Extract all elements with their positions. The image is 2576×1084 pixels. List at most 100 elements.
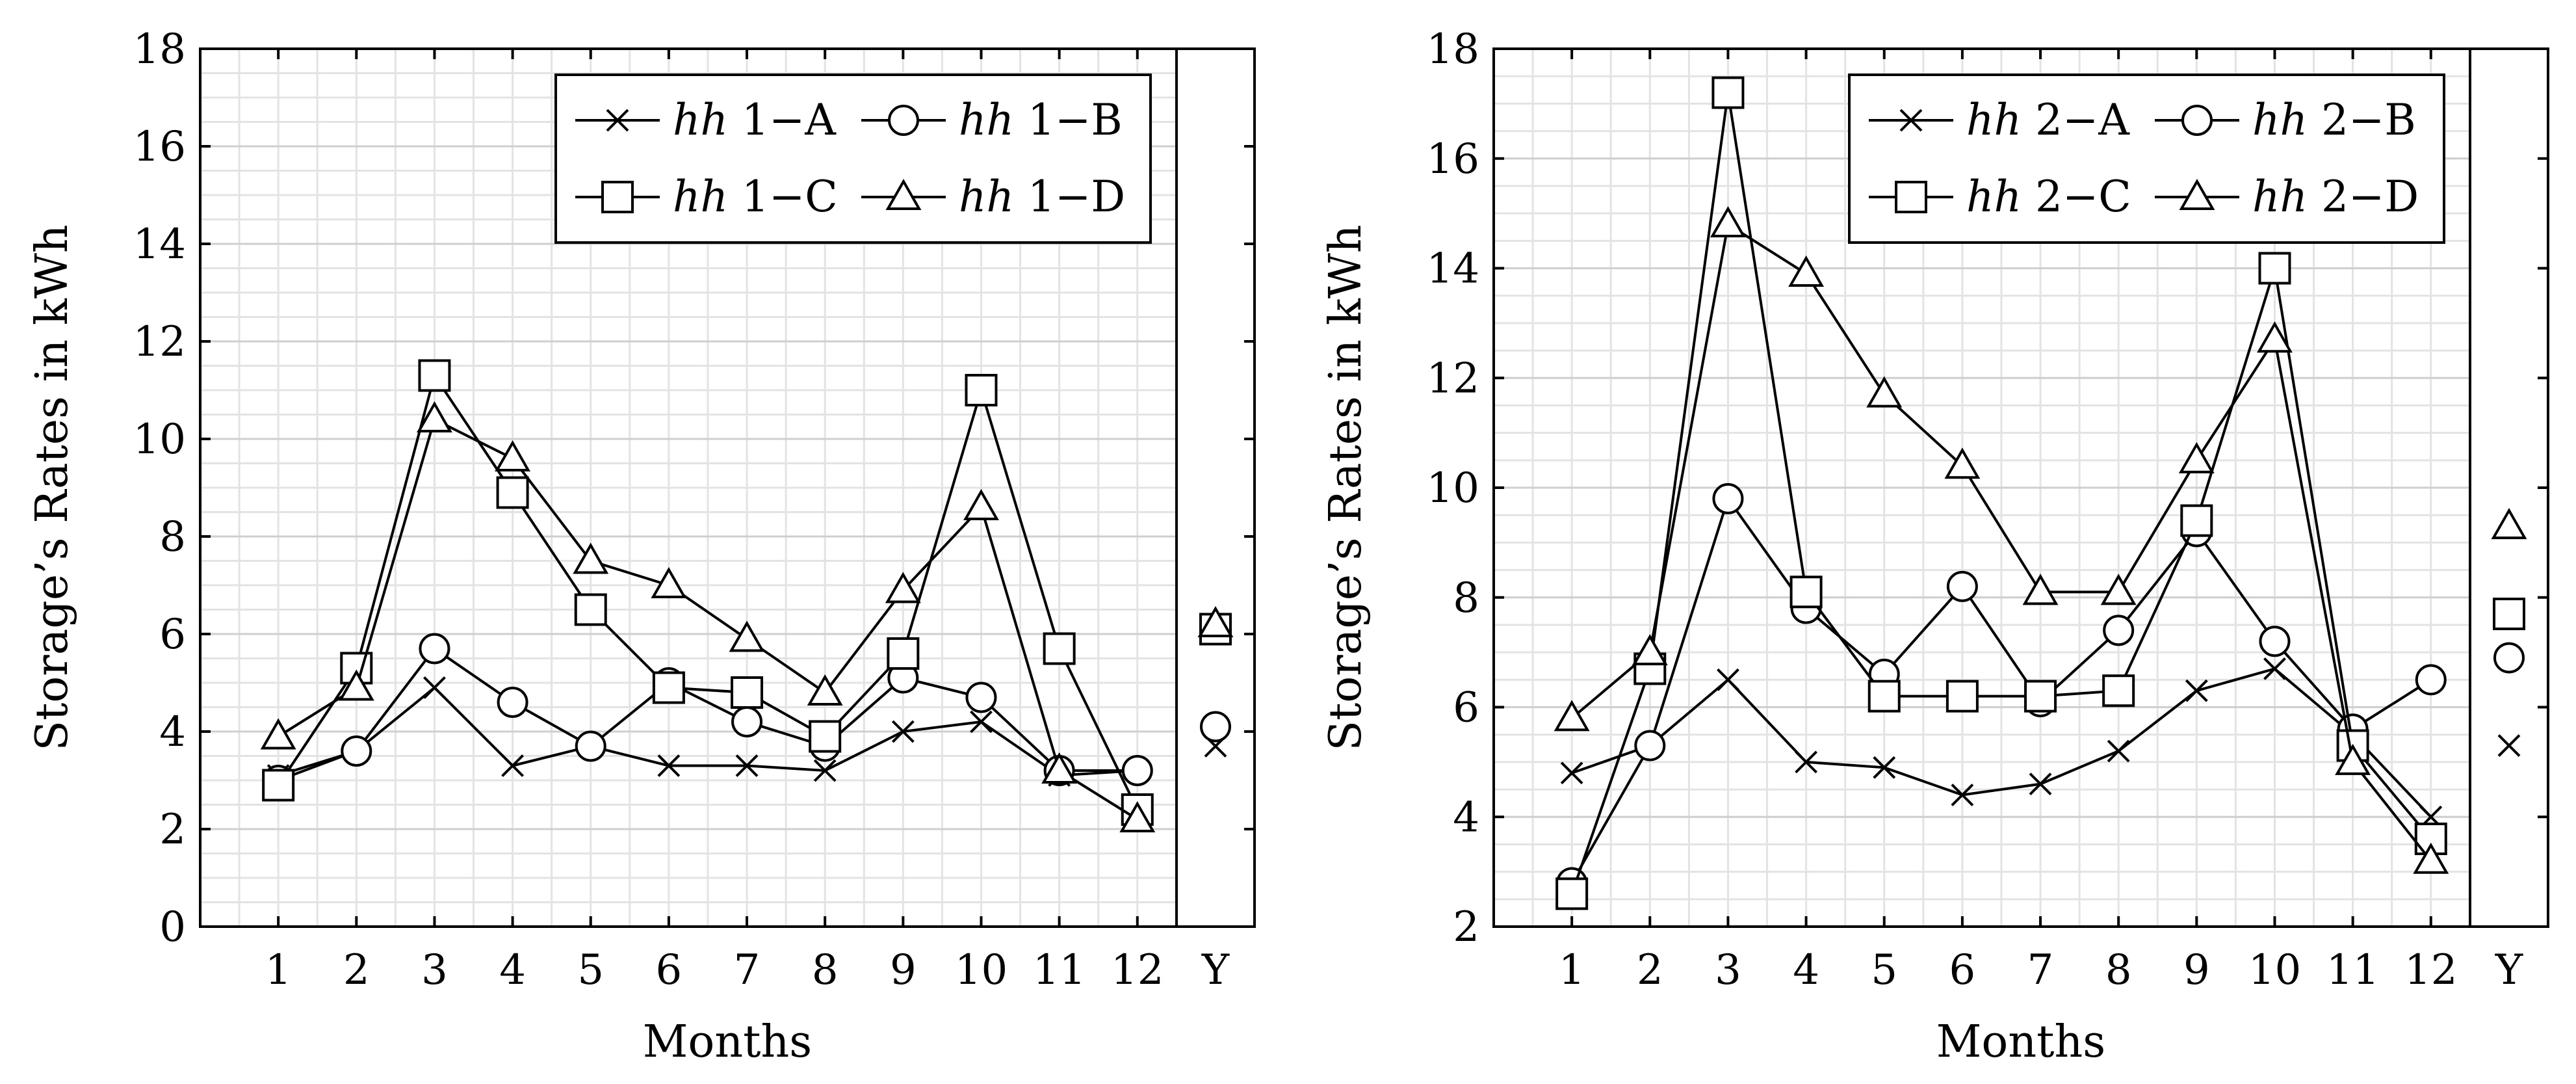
legend-entry: hh 2−C — [1869, 172, 2131, 222]
y-tick-label: 0 — [159, 903, 186, 951]
y-tick-label: 10 — [133, 416, 186, 464]
data-point — [495, 440, 531, 471]
data-point — [1119, 800, 1156, 832]
legend-entry: hh 2−A — [1869, 95, 2130, 145]
x-tick-label: 1 — [1559, 946, 1585, 994]
legend-entry: hh 1−B — [861, 95, 1123, 145]
series-square — [1555, 76, 2525, 910]
x-axis-title: Months — [643, 1016, 812, 1068]
data-point — [1873, 756, 1896, 779]
legend-marker — [606, 109, 629, 132]
series-line — [278, 417, 1138, 821]
x-tick-label: 4 — [1793, 946, 1819, 994]
series-triangle — [260, 401, 1234, 832]
data-point — [963, 488, 999, 520]
legend-label: hh 1−A — [673, 95, 837, 145]
data-point — [731, 706, 763, 737]
legend-label-italic: hh — [1966, 95, 2035, 145]
legend: hh 2−A hh 2−Bhh 2−C hh 2−D — [1848, 73, 2445, 244]
x-tick-label: 2 — [343, 946, 370, 994]
legend-label-italic: hh — [673, 172, 742, 222]
summary-point — [1197, 605, 1234, 637]
y-tick-label: 6 — [1453, 684, 1479, 732]
data-point — [2103, 615, 2135, 646]
data-point — [1789, 575, 1823, 609]
data-point — [1560, 761, 1583, 785]
legend-marker — [885, 178, 922, 210]
x-tick-label: 7 — [734, 946, 761, 994]
y-tick-label: 2 — [159, 806, 186, 854]
data-point — [1867, 680, 1901, 713]
legend-marker — [1895, 181, 1927, 213]
data-point — [419, 633, 450, 665]
legend-entry: hh 1−D — [861, 172, 1125, 222]
data-point — [423, 676, 446, 699]
data-point — [2180, 504, 2213, 537]
data-point — [809, 720, 842, 753]
data-point — [965, 681, 997, 713]
legend-label-rest: 2−C — [2035, 172, 2131, 222]
plot-frame — [199, 47, 1256, 928]
legend-label-italic: hh — [959, 95, 1028, 145]
x-tick-label: 5 — [577, 946, 604, 994]
data-point — [1946, 570, 1978, 602]
data-point — [2258, 252, 2291, 285]
y-axis-title: Storage’s Rates in kWh — [1320, 224, 1372, 750]
data-point — [1944, 447, 1981, 479]
data-point — [731, 676, 764, 709]
series-line — [278, 646, 1138, 782]
data-point — [2413, 842, 2449, 874]
legend-label-italic: hh — [959, 172, 1028, 222]
x-tick-label: 10 — [2248, 946, 2301, 994]
data-point — [807, 674, 843, 706]
data-point — [652, 671, 685, 704]
legend-marker — [1899, 109, 1923, 132]
y-axis: 0 2 4 6 8 10 12 14 16 18 — [133, 25, 1255, 951]
series-line — [1570, 222, 2432, 862]
y-tick-label: 8 — [1453, 574, 1479, 622]
data-point — [2335, 743, 2371, 775]
legend-marker — [601, 181, 634, 213]
data-point — [1717, 668, 1739, 691]
data-point — [970, 710, 993, 734]
legend-label-rest: 2−A — [2035, 95, 2130, 145]
legend-entry: hh 2−B — [2155, 95, 2416, 145]
legend-marker — [2179, 178, 2215, 210]
legend-label-rest: 2−B — [2321, 95, 2416, 145]
data-point — [891, 720, 915, 743]
legend-box — [1848, 73, 2445, 244]
data-point — [573, 542, 609, 574]
legend-label: hh 2−C — [1966, 172, 2131, 222]
y-tick-label: 4 — [159, 708, 186, 756]
legend-label: hh 2−A — [1966, 95, 2130, 145]
data-point — [1710, 205, 1746, 237]
data-point — [1634, 730, 1666, 761]
legend: hh 1−A hh 1−Bhh 1−C hh 1−D — [554, 73, 1152, 244]
y-tick-label: 12 — [133, 318, 186, 366]
data-point — [729, 620, 765, 652]
y-tick-label: 14 — [1427, 245, 1479, 293]
legend-entry: hh 1−A — [575, 95, 837, 145]
data-point — [885, 572, 921, 603]
y-tick-label: 14 — [133, 220, 186, 269]
x-tick-label-summary: Y — [2495, 946, 2523, 994]
data-point — [2022, 574, 2059, 605]
data-point — [496, 476, 529, 509]
x-axis: 1 2 3 4 5 6 7 8 9 10 11 12 Y — [1559, 49, 2523, 994]
y-tick-label: 12 — [1427, 354, 1479, 403]
y-tick-label: 16 — [1427, 135, 1479, 183]
data-point — [1041, 752, 1078, 784]
legend-box — [554, 73, 1152, 244]
x-tick-label: 12 — [2404, 946, 2457, 994]
data-point — [887, 637, 920, 670]
data-point — [416, 401, 452, 432]
data-point — [1945, 680, 1979, 713]
x-tick-label: 6 — [1949, 946, 1976, 994]
legend-entry: hh 2−D — [2155, 172, 2419, 222]
x-tick-label: 8 — [812, 946, 839, 994]
data-point — [2029, 773, 2052, 796]
data-point — [1632, 634, 1668, 666]
